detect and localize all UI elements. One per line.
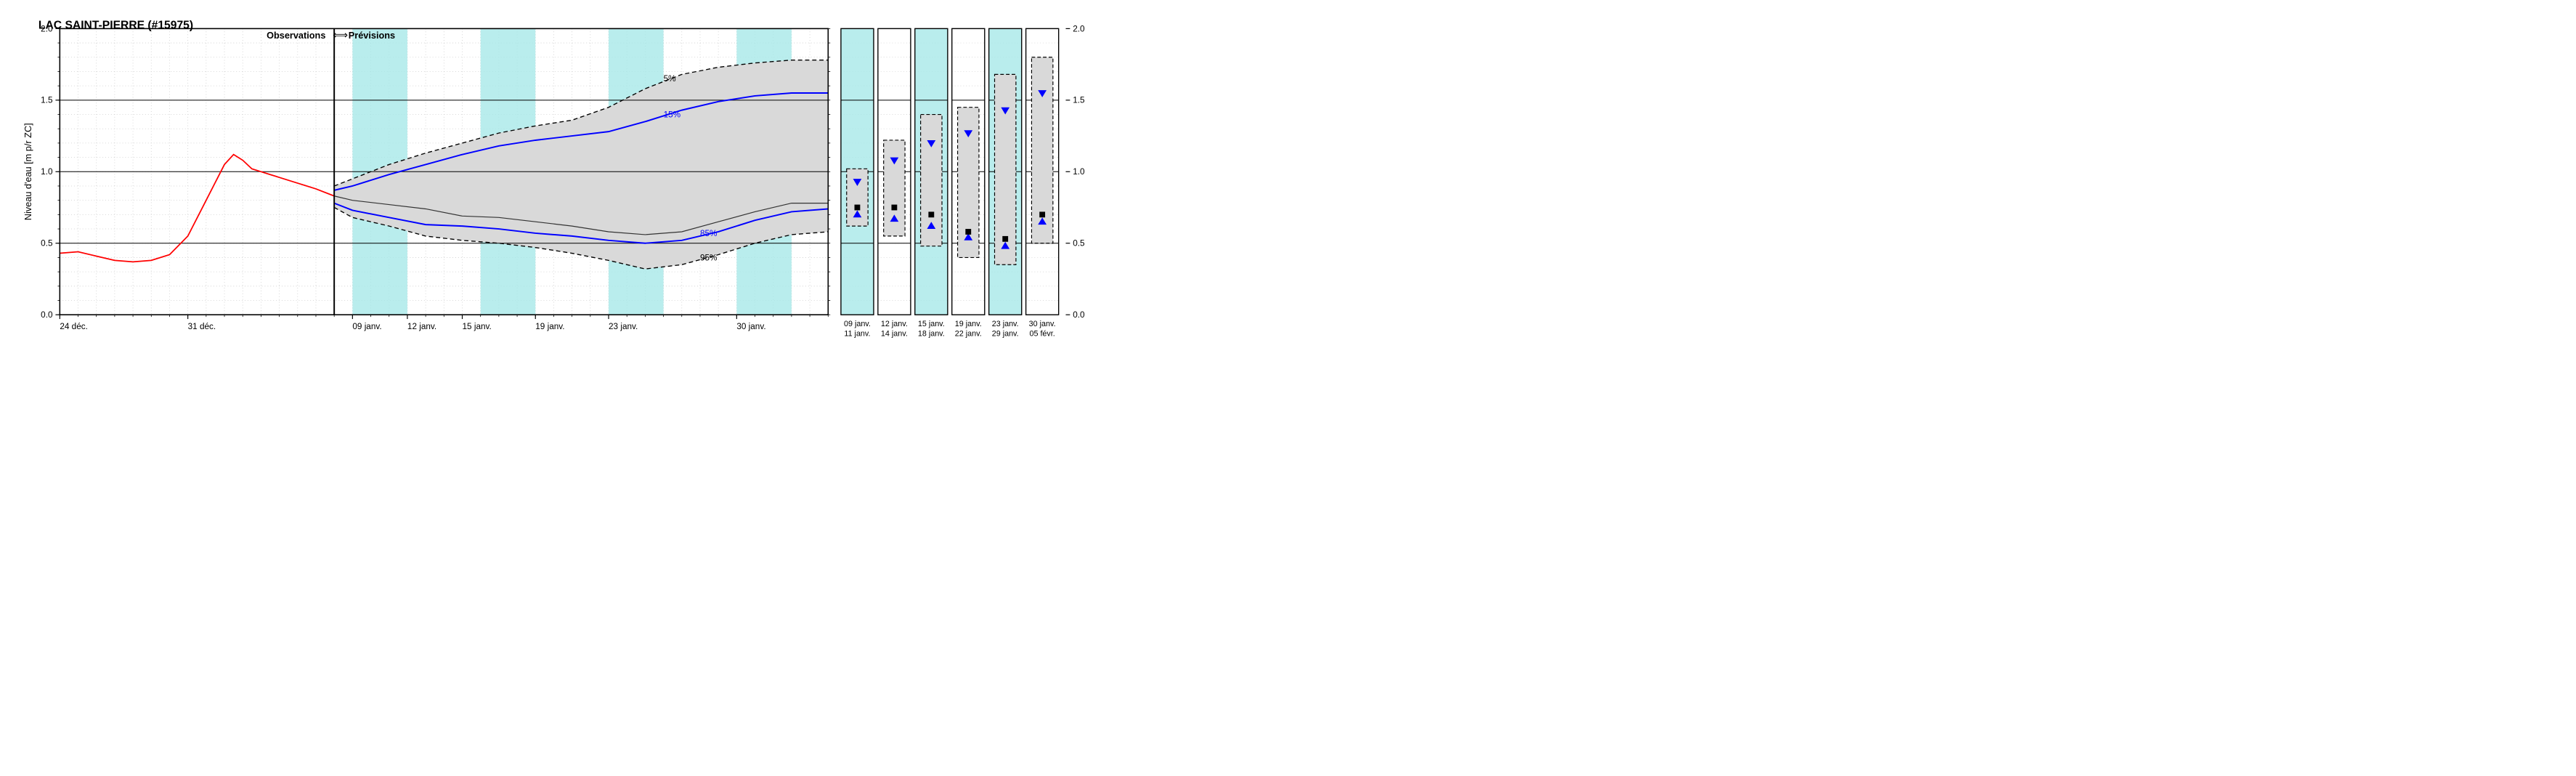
forecast-label: Prévisions xyxy=(349,30,395,41)
y-tick-label: 0.0 xyxy=(41,310,53,320)
y-tick-label-right: 0.5 xyxy=(1073,239,1085,248)
mini-label-bottom: 05 févr. xyxy=(1029,330,1055,339)
pct-label: 95% xyxy=(700,253,718,262)
mini-label-top: 23 janv. xyxy=(992,320,1019,328)
y-tick-label-right: 2.0 xyxy=(1073,24,1085,33)
mini-label-bottom: 22 janv. xyxy=(955,330,982,339)
p50-marker-icon xyxy=(965,229,971,235)
y-tick-label: 1.0 xyxy=(41,167,53,177)
y-tick-label: 1.5 xyxy=(41,96,53,105)
pct-label: 85% xyxy=(700,229,718,238)
mini-label-top: 19 janv. xyxy=(955,320,982,328)
x-tick-label: 19 janv. xyxy=(535,322,564,331)
y-tick-label: 0.5 xyxy=(41,239,53,248)
chart-container: LAC SAINT-PIERRE (#15975) 5% 15% 85% 95% Obse… xyxy=(7,7,1111,341)
forecast-chart: LAC SAINT-PIERRE (#15975) 5% 15% 85% 95% Obse… xyxy=(7,7,1111,356)
mini-label-top: 09 janv. xyxy=(844,320,871,328)
x-tick-label: 30 janv. xyxy=(736,322,765,331)
y-tick-label-right: 1.0 xyxy=(1073,167,1085,177)
observations-label: Observations xyxy=(267,30,325,41)
mini-label-top: 15 janv. xyxy=(918,320,945,328)
x-tick-label: 31 déc. xyxy=(188,322,216,331)
x-tick-label: 15 janv. xyxy=(462,322,491,331)
chart-title: LAC SAINT-PIERRE (#15975) xyxy=(38,19,193,31)
x-tick-label: 24 déc. xyxy=(60,322,88,331)
mini-envelope xyxy=(847,169,868,226)
p50-marker-icon xyxy=(1002,236,1008,242)
pct-label: 15% xyxy=(664,110,681,119)
mini-label-top: 30 janv. xyxy=(1029,320,1056,328)
p50-marker-icon xyxy=(891,205,897,211)
y-tick-label-right: 0.0 xyxy=(1073,310,1085,320)
y-tick-label: 2.0 xyxy=(41,24,53,33)
p50-marker-icon xyxy=(1039,211,1045,217)
mini-label-bottom: 29 janv. xyxy=(992,330,1019,339)
pct-label: 5% xyxy=(664,74,677,84)
mini-label-bottom: 11 janv. xyxy=(844,330,870,339)
p50-marker-icon xyxy=(855,205,861,211)
mini-label-bottom: 18 janv. xyxy=(918,330,945,339)
p50-marker-icon xyxy=(928,211,934,217)
mini-label-bottom: 14 janv. xyxy=(881,330,908,339)
mini-label-top: 12 janv. xyxy=(881,320,908,328)
y-axis-title: Niveau d'eau [m p/r ZC] xyxy=(23,123,33,220)
x-tick-label: 09 janv. xyxy=(352,322,381,331)
x-tick-label: 23 janv. xyxy=(609,322,638,331)
divider-arrow-icon: ⟺ xyxy=(333,30,348,41)
x-tick-label: 12 janv. xyxy=(407,322,436,331)
observations-line xyxy=(60,155,334,262)
y-tick-label-right: 1.5 xyxy=(1073,96,1085,105)
